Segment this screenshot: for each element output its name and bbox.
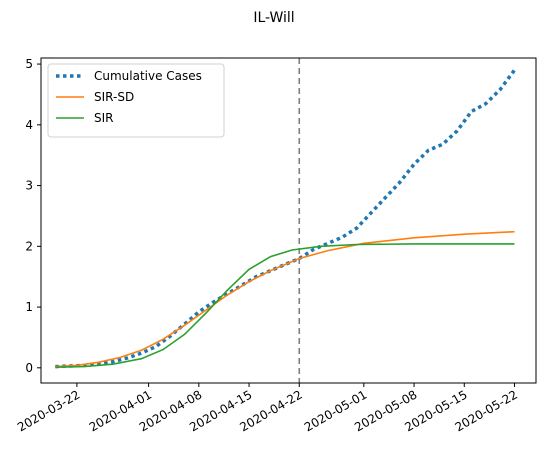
series-line-1 [55,230,515,368]
series-line-0 [55,69,516,369]
series-line-2 [55,243,515,368]
y-axis: 0 1 2 3 4 5 [25,57,41,375]
y-tick-label-5: 5 [25,57,33,71]
y-tick-label-0: 0 [25,361,33,375]
plot-area [55,58,516,383]
y-tick-label-2: 2 [25,239,33,253]
y-tick-label-1: 1 [25,300,33,314]
x-tick-label-0: 2020-03-22 [15,387,82,434]
legend: Cumulative Cases SIR-SD SIR [47,63,225,138]
legend-label-1: SIR-SD [94,90,134,104]
axes-frame [40,57,537,384]
legend-box [47,63,225,138]
x-axis: 2020-03-22 2020-04-012020-04-082020-04-15… [15,383,520,434]
legend-label-0: Cumulative Cases [94,69,202,83]
chart-title: IL-Will [253,10,294,26]
legend-label-2: SIR [94,111,114,125]
y-tick-label-3: 3 [25,179,33,193]
y-tick-label-4: 4 [25,118,33,132]
